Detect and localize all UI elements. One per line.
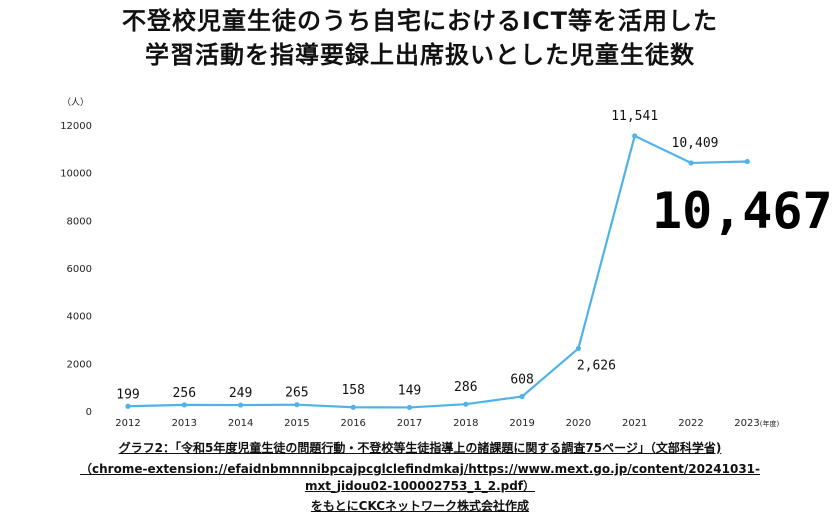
source-caption-text-3: mxt_jidou02-100002753_1_2.pdf）: [304, 479, 536, 493]
data-points: [125, 133, 750, 411]
data-point: [575, 345, 582, 352]
x-tick-label: 2018: [453, 418, 478, 429]
y-tick-label: 4000: [67, 312, 92, 323]
data-labels: 199 256 249 265 158 149 286 608 2,626 11,541 10,40…: [116, 109, 718, 402]
data-label: 11,541: [611, 109, 658, 124]
source-caption-text-2: （chrome-extension://efaidnbmnnnibpcajpcg…: [80, 462, 760, 476]
data-point: [519, 393, 525, 400]
source-caption-text-4: をもとにCKCネットワーク株式会社作成: [310, 499, 530, 513]
x-tick-label: 2023(年度): [734, 418, 779, 429]
y-tick-label: 10000: [60, 169, 92, 180]
y-tick-label: 6000: [67, 264, 92, 275]
chart-title-line-2: 学習活動を指導要録上出席扱いとした児童生徒数: [145, 41, 695, 69]
y-axis-unit: （人）: [62, 97, 89, 108]
data-label: 158: [341, 383, 364, 398]
x-tick-label: 2021: [622, 418, 647, 429]
x-tick-label: 2022: [678, 418, 703, 429]
data-point: [181, 402, 187, 408]
data-label: 249: [229, 386, 252, 401]
data-label: 286: [454, 380, 477, 395]
data-point: [688, 160, 694, 166]
source-caption-line-2: （chrome-extension://efaidnbmnnnibpcajpcg…: [0, 461, 840, 477]
data-point: [406, 404, 413, 411]
data-label: 256: [173, 386, 196, 401]
data-point: [350, 404, 356, 410]
x-tick-label: 2020: [566, 418, 591, 429]
x-tick-label: 2016: [340, 418, 365, 429]
source-caption-line-4: をもとにCKCネットワーク株式会社作成: [0, 498, 840, 514]
series-line: [127, 134, 748, 409]
x-tick-label: 2012: [115, 418, 140, 429]
y-tick-label: 2000: [67, 359, 92, 370]
source-caption-line-1: グラフ2：「令和5年度児童生徒の問題行動・不登校等生徒指導上の諸課題に関する調査…: [0, 440, 840, 456]
y-axis-ticks: 0 2000 4000 6000 8000 10000 12000: [60, 121, 92, 418]
x-axis-ticks: 2012 2013 2014 2015 2016 2017 2018 2019 2020 2021…: [115, 418, 779, 429]
data-point: [463, 401, 469, 407]
x-tick-label: 2013: [172, 418, 197, 429]
data-label: 10,409: [672, 136, 719, 151]
data-label: 265: [285, 386, 308, 401]
y-tick-label: 12000: [60, 121, 92, 132]
x-tick-label: 2015: [284, 418, 309, 429]
y-tick-label: 0: [86, 407, 92, 418]
data-point: [294, 402, 300, 408]
chart-title-line-1: 不登校児童生徒のうち自宅におけるICT等を活用した: [122, 7, 718, 35]
data-label: 2,626: [577, 358, 616, 373]
x-tick-label: 2019: [509, 418, 534, 429]
x-tick-label: 2014: [228, 418, 253, 429]
data-label: 149: [398, 383, 421, 398]
source-caption-text-1: グラフ2：「令和5年度児童生徒の問題行動・不登校等生徒指導上の諸課題に関する調査…: [118, 441, 722, 455]
data-point: [744, 158, 750, 165]
data-point: [125, 403, 131, 409]
y-tick-label: 8000: [67, 216, 92, 227]
source-caption-line-3: mxt_jidou02-100002753_1_2.pdf）: [0, 478, 840, 494]
x-tick-label: 2017: [397, 418, 422, 429]
data-point: [238, 402, 244, 408]
data-label: 608: [510, 373, 533, 388]
data-point: [632, 133, 638, 139]
x-axis-unit: (年度): [760, 419, 780, 428]
data-label: 199: [116, 387, 139, 402]
latest-value-callout: 10,467: [652, 182, 833, 240]
